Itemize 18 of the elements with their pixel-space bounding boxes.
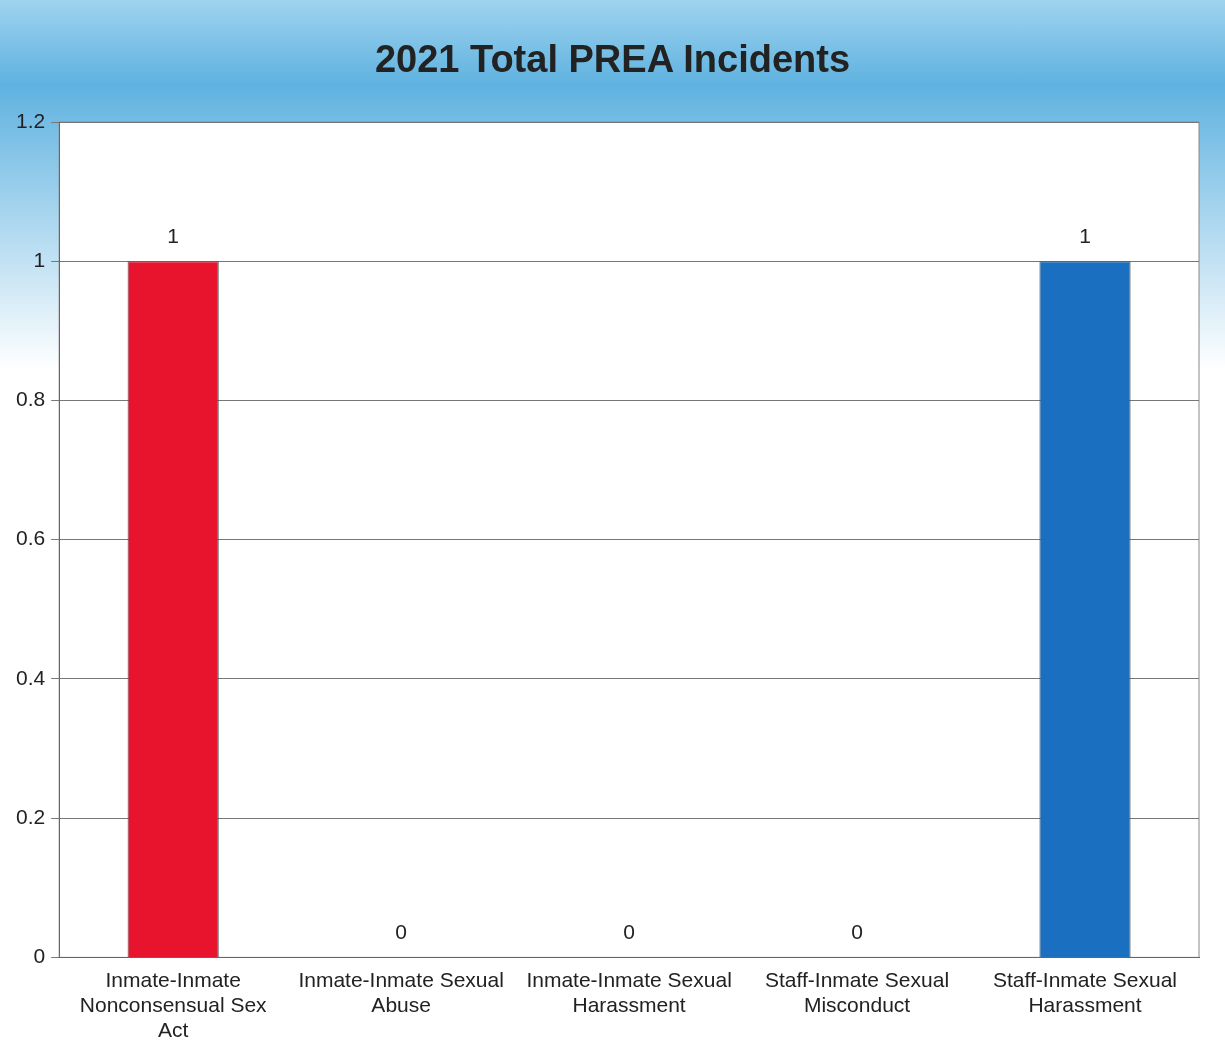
y-tick-label: 1 xyxy=(33,248,46,272)
data-label: 0 xyxy=(395,919,407,943)
x-tick-label: Inmate-Inmate Nonconsensual Sex Act xyxy=(79,967,268,1042)
data-label: 0 xyxy=(623,919,635,943)
data-label: 1 xyxy=(1079,223,1091,247)
y-tick-label: 0.4 xyxy=(15,665,46,689)
chart-title: 2021 Total PREA Incidents xyxy=(373,38,852,81)
data-label: 0 xyxy=(851,919,863,943)
x-tick-label: Staff-Inmate Sexual Misconduct xyxy=(765,967,950,1016)
data-label: 1 xyxy=(167,223,180,247)
x-tick-label: Inmate-Inmate Sexual Abuse xyxy=(298,967,504,1016)
y-tick-label: 0.8 xyxy=(15,387,46,411)
y-tick-label: 0 xyxy=(33,944,46,968)
x-tick-label: Staff-Inmate Sexual Harassment xyxy=(992,967,1178,1016)
y-tick-label: 0.2 xyxy=(15,804,46,828)
y-tick-label: 0.6 xyxy=(15,526,46,550)
y-tick-label: 1.2 xyxy=(15,108,46,132)
x-tick-label: Inmate-Inmate Sexual Harassment xyxy=(526,967,732,1016)
